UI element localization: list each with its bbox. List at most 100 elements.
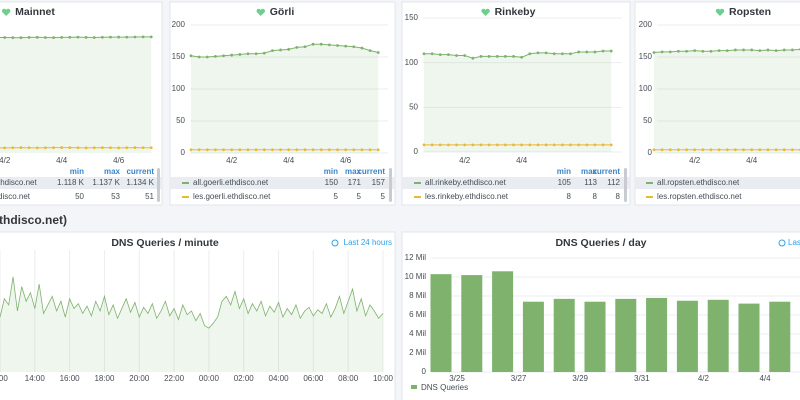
panel-content: DNS Queries / day Last 24 hours 0 2 Mil 4 Mi… <box>405 237 800 392</box>
y-tick-label: 150 <box>639 52 653 61</box>
y-tick-label: 100 <box>639 84 653 93</box>
data-point <box>677 148 680 152</box>
data-point <box>593 143 597 147</box>
data-point <box>438 143 442 147</box>
data-point <box>84 146 88 150</box>
data-point <box>725 148 729 152</box>
data-point <box>766 148 770 152</box>
legend-header: current <box>357 167 385 176</box>
data-point <box>685 49 688 53</box>
data-point <box>455 143 458 147</box>
health-icon <box>256 8 265 16</box>
x-tick-label: 3/29 <box>572 374 588 383</box>
x-tick-label: 4/4 <box>56 156 68 165</box>
health-icon <box>481 8 490 16</box>
legend-header: min <box>70 167 84 176</box>
data-point <box>512 143 515 147</box>
data-point <box>660 148 664 152</box>
y-tick-label: 12 Mil <box>405 253 427 262</box>
legend-header: max <box>581 167 598 176</box>
data-point <box>295 46 299 49</box>
legend-value: 51 <box>145 192 154 201</box>
y-tick-label: 100 <box>172 84 186 93</box>
data-point <box>149 35 153 39</box>
legend-row-highlight <box>0 177 162 189</box>
data-point <box>601 49 605 53</box>
data-point <box>205 148 209 152</box>
data-point <box>52 146 55 150</box>
y-tick-label: 0 <box>181 148 186 157</box>
data-point <box>701 49 705 53</box>
data-point <box>100 35 104 39</box>
scrollbar <box>624 168 627 202</box>
data-point <box>758 148 762 152</box>
data-point <box>352 45 356 49</box>
area-fill <box>424 51 612 153</box>
data-point <box>279 48 282 52</box>
x-tick-label: 14:00 <box>25 374 46 383</box>
legend-row-highlight <box>170 177 395 189</box>
panel <box>634 1 800 206</box>
data-point <box>141 35 145 39</box>
y-tick-label: 4 Mil <box>409 329 426 338</box>
data-point <box>125 146 129 150</box>
data-point <box>60 146 64 149</box>
clock-icon <box>778 239 786 247</box>
data-point <box>125 35 129 39</box>
y-tick-label: 100 <box>405 58 419 67</box>
data-point <box>782 148 786 152</box>
data-point <box>262 51 266 55</box>
data-point <box>528 52 532 56</box>
data-point <box>430 52 434 56</box>
y-tick-label: 50 <box>643 116 652 125</box>
x-tick-label: 4/6 <box>340 156 352 165</box>
data-point <box>487 143 491 147</box>
legend-row-highlight <box>402 177 630 189</box>
y-tick-label: 10 Mil <box>405 272 427 281</box>
legend-value: 171 <box>348 178 362 187</box>
x-tick-label: 4/2 <box>0 156 11 165</box>
data-point <box>141 146 145 150</box>
legend-value: 50 <box>75 192 84 201</box>
data-point <box>652 51 656 54</box>
data-point <box>601 143 605 147</box>
data-point <box>766 48 770 52</box>
x-tick-label: 10:00 <box>373 374 394 383</box>
data-point <box>463 143 467 147</box>
data-point <box>734 148 737 152</box>
y-tick-label: 150 <box>405 13 419 22</box>
area-fill <box>191 44 379 154</box>
y-tick-label: 50 <box>409 102 418 111</box>
legend-name: les.rinkeby.ethdisco.net <box>425 192 509 201</box>
data-point <box>254 148 258 152</box>
data-point <box>560 143 564 147</box>
data-point <box>360 148 364 152</box>
data-point <box>84 35 88 39</box>
data-point <box>287 148 291 152</box>
data-point <box>790 48 794 52</box>
x-tick-label: 00:00 <box>199 374 220 383</box>
legend-header: min <box>324 167 338 176</box>
legend-name: les.goerli.ethdisco.net <box>193 192 271 201</box>
legend-row-highlight <box>635 177 800 189</box>
data-point <box>262 148 266 152</box>
data-point <box>536 51 540 55</box>
data-point <box>189 148 193 152</box>
x-tick-label: 02:00 <box>234 374 255 383</box>
data-point <box>447 53 450 57</box>
data-point <box>327 148 331 152</box>
data-point <box>117 146 121 150</box>
panel-title: DNS Queries / minute <box>111 237 219 249</box>
data-point <box>569 143 572 147</box>
clock-icon <box>331 239 339 247</box>
data-point <box>68 35 72 39</box>
health-icon <box>1 8 11 16</box>
data-point <box>774 49 778 52</box>
data-point <box>430 143 434 147</box>
data-point <box>742 148 745 152</box>
data-point <box>593 50 597 54</box>
legend-value: 157 <box>372 178 386 187</box>
